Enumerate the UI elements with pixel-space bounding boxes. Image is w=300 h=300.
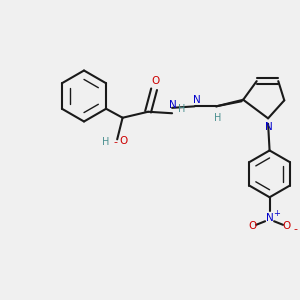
Text: O: O	[119, 136, 127, 146]
Text: N: N	[169, 100, 177, 110]
Text: H: H	[178, 104, 185, 114]
Text: N: N	[266, 213, 274, 223]
Text: +: +	[273, 209, 280, 218]
Text: O: O	[152, 76, 160, 86]
Text: O: O	[248, 221, 256, 231]
Text: H: H	[102, 137, 110, 147]
Text: N: N	[265, 122, 273, 132]
Text: -: -	[114, 137, 118, 147]
Text: O: O	[283, 221, 291, 231]
Text: H: H	[214, 113, 222, 123]
Text: -: -	[293, 224, 297, 234]
Text: N: N	[193, 95, 200, 105]
